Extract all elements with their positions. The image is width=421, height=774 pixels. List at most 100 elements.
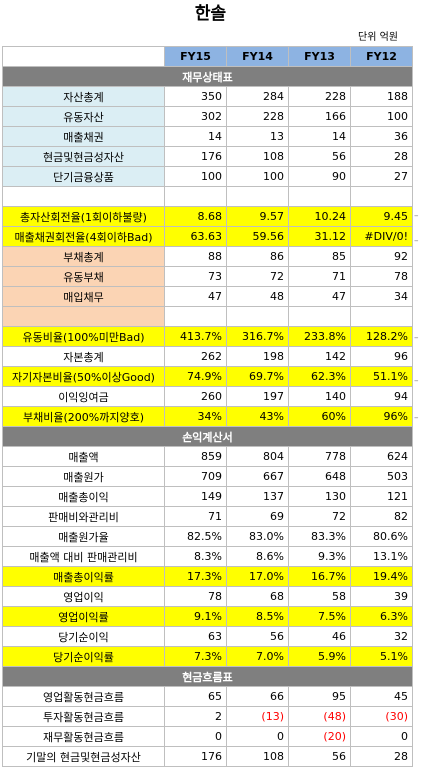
row-label-cell[interactable]: 부채비율(200%까지양호)	[2, 406, 165, 427]
value-cell[interactable]: 166	[288, 106, 351, 127]
value-cell[interactable]: 43%	[226, 406, 289, 427]
value-cell[interactable]: 197	[226, 386, 289, 407]
value-cell[interactable]: 83.3%	[288, 526, 351, 547]
value-cell[interactable]: 130	[288, 486, 351, 507]
value-cell[interactable]: 82	[350, 506, 413, 527]
row-label-cell[interactable]: 단기금융상품	[2, 166, 165, 187]
row-label-cell[interactable]: 이익잉여금	[2, 386, 165, 407]
value-cell[interactable]: 100	[226, 166, 289, 187]
value-cell[interactable]: 5.1%	[350, 646, 413, 667]
value-cell[interactable]: 7.3%	[164, 646, 227, 667]
value-cell[interactable]: (30)	[350, 706, 413, 727]
value-cell[interactable]: 73	[164, 266, 227, 287]
value-cell[interactable]: 7.5%	[288, 606, 351, 627]
value-cell[interactable]: 149	[164, 486, 227, 507]
row-label-cell[interactable]: 자본총계	[2, 346, 165, 367]
empty-cell[interactable]	[2, 186, 165, 207]
value-cell[interactable]: 17.0%	[226, 566, 289, 587]
empty-cell[interactable]	[350, 306, 413, 327]
row-label-cell[interactable]: 매입채무	[2, 286, 165, 307]
row-label-cell[interactable]: 매출채권회전율(4회이하Bad)	[2, 226, 165, 247]
value-cell[interactable]: 69	[226, 506, 289, 527]
value-cell[interactable]: 100	[350, 106, 413, 127]
value-cell[interactable]: 62.3%	[288, 366, 351, 387]
value-cell[interactable]: 198	[226, 346, 289, 367]
value-cell[interactable]: 709	[164, 466, 227, 487]
value-cell[interactable]: 48	[226, 286, 289, 307]
row-label-cell[interactable]: 자기자본비율(50%이상Good)	[2, 366, 165, 387]
value-cell[interactable]: 74.9%	[164, 366, 227, 387]
value-cell[interactable]: 8.5%	[226, 606, 289, 627]
value-cell[interactable]: 17.3%	[164, 566, 227, 587]
row-label-cell[interactable]: 총자산회전율(1회이하불량)	[2, 206, 165, 227]
header-blank-cell[interactable]	[2, 46, 165, 67]
value-cell[interactable]: 47	[288, 286, 351, 307]
value-cell[interactable]: 6.3%	[350, 606, 413, 627]
empty-cell[interactable]	[226, 186, 289, 207]
value-cell[interactable]: 66	[226, 686, 289, 707]
value-cell[interactable]: 7.0%	[226, 646, 289, 667]
value-cell[interactable]: (48)	[288, 706, 351, 727]
row-label-cell[interactable]: 영업이익	[2, 586, 165, 607]
empty-cell[interactable]	[288, 306, 351, 327]
row-label-cell[interactable]: 매출채권	[2, 126, 165, 147]
row-label-cell[interactable]: 투자활동현금흐름	[2, 706, 165, 727]
value-cell[interactable]: (13)	[226, 706, 289, 727]
value-cell[interactable]: 176	[164, 146, 227, 167]
value-cell[interactable]: 31.12	[288, 226, 351, 247]
value-cell[interactable]: 121	[350, 486, 413, 507]
row-label-cell[interactable]: 영업이익률	[2, 606, 165, 627]
column-header-fy12[interactable]: FY12	[350, 46, 413, 67]
value-cell[interactable]: 80.6%	[350, 526, 413, 547]
value-cell[interactable]: 8.6%	[226, 546, 289, 567]
row-label-cell[interactable]: 판매비와관리비	[2, 506, 165, 527]
value-cell[interactable]: (20)	[288, 726, 351, 747]
value-cell[interactable]: 9.1%	[164, 606, 227, 627]
value-cell[interactable]: 96	[350, 346, 413, 367]
section-header[interactable]: 현금흐름표	[2, 666, 413, 687]
value-cell[interactable]: 56	[288, 746, 351, 767]
value-cell[interactable]: 65	[164, 686, 227, 707]
column-header-fy13[interactable]: FY13	[288, 46, 351, 67]
value-cell[interactable]: 27	[350, 166, 413, 187]
value-cell[interactable]: 58	[288, 586, 351, 607]
value-cell[interactable]: 28	[350, 146, 413, 167]
value-cell[interactable]: 71	[164, 506, 227, 527]
value-cell[interactable]: 56	[226, 626, 289, 647]
value-cell[interactable]: 90	[288, 166, 351, 187]
row-label-cell[interactable]: 매출원가율	[2, 526, 165, 547]
value-cell[interactable]: #DIV/0!	[350, 226, 413, 247]
empty-cell[interactable]	[350, 186, 413, 207]
empty-cell[interactable]	[164, 186, 227, 207]
value-cell[interactable]: 228	[226, 106, 289, 127]
section-header[interactable]: 재무상태표	[2, 66, 413, 87]
row-label-cell[interactable]: 당기순이익	[2, 626, 165, 647]
value-cell[interactable]: 82.5%	[164, 526, 227, 547]
value-cell[interactable]: 95	[288, 686, 351, 707]
value-cell[interactable]: 9.45	[350, 206, 413, 227]
value-cell[interactable]: 262	[164, 346, 227, 367]
value-cell[interactable]: 233.8%	[288, 326, 351, 347]
value-cell[interactable]: 859	[164, 446, 227, 467]
value-cell[interactable]: 5.9%	[288, 646, 351, 667]
value-cell[interactable]: 19.4%	[350, 566, 413, 587]
value-cell[interactable]: 47	[164, 286, 227, 307]
value-cell[interactable]: 71	[288, 266, 351, 287]
row-label-cell[interactable]: 유동부채	[2, 266, 165, 287]
value-cell[interactable]: 63	[164, 626, 227, 647]
value-cell[interactable]: 36	[350, 126, 413, 147]
row-label-cell[interactable]: 자산총계	[2, 86, 165, 107]
value-cell[interactable]: 63.63	[164, 226, 227, 247]
value-cell[interactable]: 0	[350, 726, 413, 747]
row-label-cell[interactable]: 매출총이익	[2, 486, 165, 507]
row-label-cell[interactable]: 매출액 대비 판매관리비	[2, 546, 165, 567]
value-cell[interactable]: 188	[350, 86, 413, 107]
value-cell[interactable]: 128.2%	[350, 326, 413, 347]
value-cell[interactable]: 108	[226, 746, 289, 767]
value-cell[interactable]: 46	[288, 626, 351, 647]
empty-cell[interactable]	[164, 306, 227, 327]
column-header-fy15[interactable]: FY15	[164, 46, 227, 67]
value-cell[interactable]: 778	[288, 446, 351, 467]
value-cell[interactable]: 140	[288, 386, 351, 407]
value-cell[interactable]: 51.1%	[350, 366, 413, 387]
